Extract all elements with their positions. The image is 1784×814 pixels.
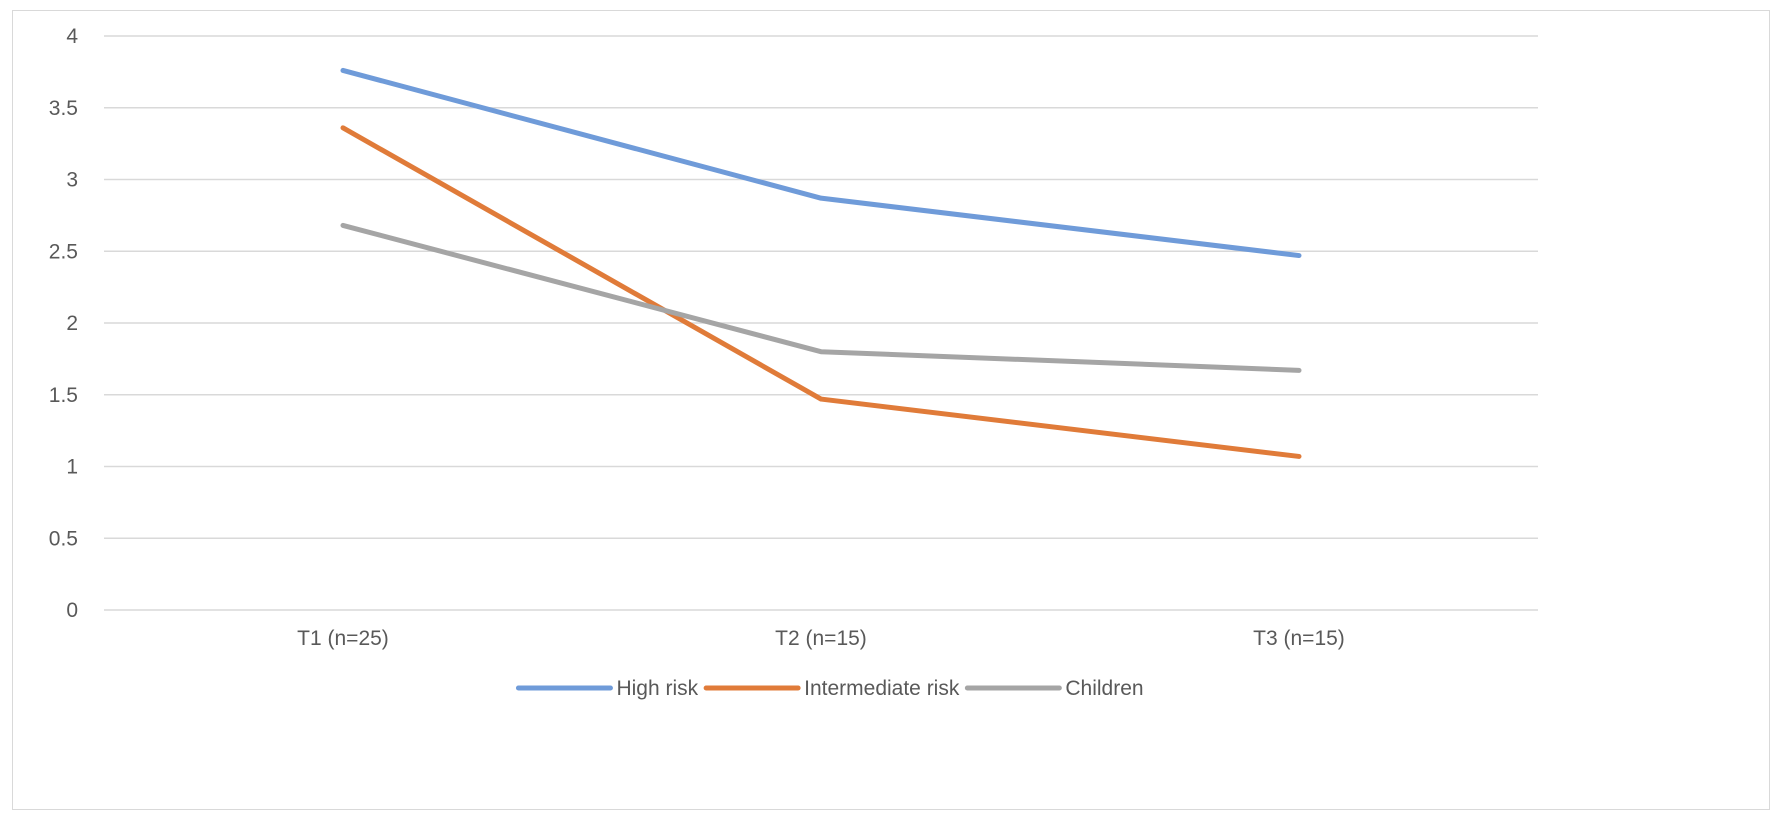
x-tick-label: T1 (n=25): [297, 627, 389, 650]
y-tick-label: 2: [66, 312, 78, 335]
legend-label: High risk: [616, 677, 698, 700]
legend-label: Children: [1065, 677, 1143, 700]
y-tick-label: 1: [66, 456, 78, 479]
series-lines: [340, 67, 1302, 459]
x-tick-label: T3 (n=15): [1253, 627, 1345, 650]
y-tick-label: 4: [66, 25, 78, 48]
legend: High risk Intermediate risk Children: [515, 677, 1144, 700]
chart-frame: [12, 10, 1770, 810]
y-tick-label: 0: [66, 599, 78, 622]
series-line-high-risk: [340, 67, 1302, 259]
y-tick-label: 3: [66, 169, 78, 192]
x-axis-ticks: T1 (n=25) T2 (n=15) T3 (n=15): [297, 627, 1345, 650]
x-tick-label: T2 (n=15): [775, 627, 867, 650]
y-tick-label: 0.5: [49, 527, 78, 550]
legend-label: Intermediate risk: [804, 677, 960, 700]
gridlines: [104, 35, 1538, 611]
y-tick-label: 3.5: [49, 97, 78, 120]
y-axis-ticks: 0 0.5 1 1.5 2 2.5 3 3.5 4: [49, 25, 79, 622]
y-tick-label: 2.5: [49, 240, 78, 263]
y-tick-label: 1.5: [49, 384, 78, 407]
series-line-children: [340, 222, 1302, 373]
series-line-intermediate-risk: [340, 125, 1302, 459]
